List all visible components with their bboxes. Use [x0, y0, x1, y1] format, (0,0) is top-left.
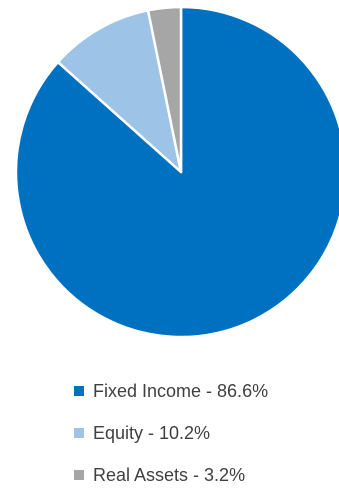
legend-label-equity: Equity - 10.2%: [93, 422, 211, 443]
legend-item-real-assets: Real Assets - 3.2%: [74, 454, 268, 496]
chart-legend: Fixed Income - 86.6% Equity - 10.2% Real…: [74, 370, 268, 496]
legend-swatch-fixed-income: [74, 386, 84, 396]
legend-swatch-equity: [74, 428, 84, 438]
pie-slice-fixed-income: [14, 5, 339, 339]
pie-slice-real-assets: [146, 5, 183, 174]
pie-slice-equity: [56, 9, 183, 174]
legend-swatch-real-assets: [74, 470, 84, 480]
legend-item-fixed-income: Fixed Income - 86.6%: [74, 370, 268, 412]
pie-chart: [14, 5, 339, 339]
legend-item-equity: Equity - 10.2%: [74, 412, 268, 454]
legend-label-fixed-income: Fixed Income - 86.6%: [93, 380, 269, 401]
legend-label-real-assets: Real Assets - 3.2%: [93, 464, 246, 485]
